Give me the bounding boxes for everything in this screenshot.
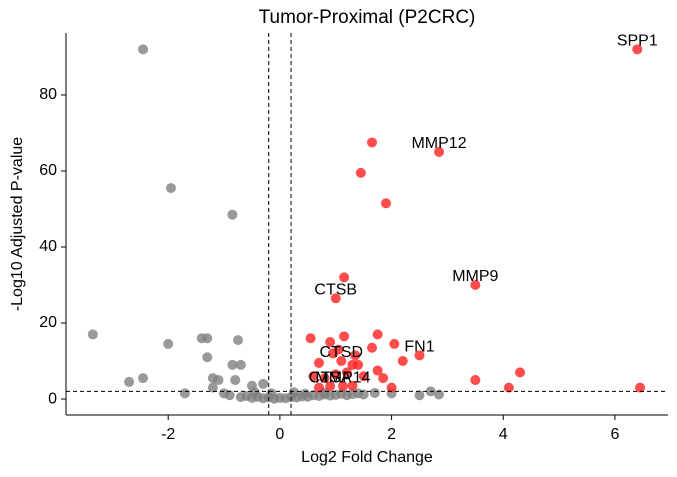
x-tick-label: 0: [275, 426, 284, 443]
point: [325, 337, 336, 348]
point: [355, 167, 366, 178]
point: [163, 338, 174, 349]
point: [380, 198, 391, 209]
point: [313, 382, 324, 393]
y-tick-label: 40: [39, 238, 57, 255]
point: [414, 390, 425, 401]
point: [434, 389, 445, 400]
point: [333, 344, 344, 355]
point: [378, 373, 389, 384]
x-axis-label: Log2 Fold Change: [301, 449, 433, 466]
gene-label: MMP9: [452, 268, 498, 285]
point: [308, 371, 319, 382]
point: [397, 356, 408, 367]
point: [470, 280, 481, 291]
point: [339, 272, 350, 283]
gene-label: FN1: [404, 339, 434, 356]
point: [632, 44, 643, 55]
point: [515, 367, 526, 378]
point: [230, 375, 241, 386]
y-axis-label: -Log10 Adjusted P-value: [9, 137, 26, 311]
point: [124, 376, 135, 387]
point: [202, 352, 213, 363]
point: [227, 209, 238, 220]
point: [347, 359, 358, 370]
point: [367, 342, 378, 353]
point: [305, 333, 316, 344]
point: [347, 380, 358, 391]
x-tick-label: 6: [610, 426, 619, 443]
point: [350, 350, 361, 361]
point: [202, 333, 213, 344]
point: [341, 367, 352, 378]
gene-label: MMP12: [411, 135, 466, 152]
gene-label: CTSD: [320, 344, 364, 361]
point: [470, 375, 481, 386]
point: [138, 373, 149, 384]
point: [336, 356, 347, 367]
point: [207, 382, 218, 393]
point: [313, 357, 324, 368]
point: [249, 387, 260, 398]
point: [300, 388, 311, 399]
gene-label: CTSB: [314, 282, 357, 299]
point: [503, 382, 514, 393]
point: [372, 365, 383, 376]
point: [325, 381, 336, 392]
point: [179, 388, 190, 399]
point: [258, 378, 269, 389]
x-tick-label: 4: [499, 426, 508, 443]
point: [233, 335, 243, 346]
point: [339, 331, 350, 342]
chart-title: Tumor-Proximal (P2CRC): [259, 7, 476, 28]
point: [235, 359, 246, 370]
point: [358, 389, 369, 400]
point: [165, 183, 176, 194]
point: [227, 359, 238, 370]
gene-label: MMP14: [315, 369, 370, 386]
y-tick-label: 80: [39, 86, 57, 103]
point: [288, 387, 299, 398]
point: [266, 388, 277, 399]
point: [386, 382, 397, 393]
point: [358, 371, 369, 382]
y-tick-label: 60: [39, 162, 57, 179]
point: [337, 381, 348, 392]
point: [635, 382, 646, 393]
x-tick-label: 2: [387, 426, 396, 443]
point: [138, 44, 149, 55]
point: [224, 390, 235, 401]
point: [330, 369, 341, 380]
point: [330, 293, 341, 304]
point: [367, 137, 378, 148]
point: [434, 146, 445, 157]
gene-label: SPP1: [617, 33, 658, 50]
point: [372, 329, 383, 340]
x-tick-label: -2: [161, 426, 175, 443]
point: [87, 329, 98, 340]
point: [389, 338, 400, 349]
point: [213, 375, 224, 386]
point: [319, 373, 330, 384]
gene-label: CTSA: [309, 369, 352, 386]
y-tick-label: 20: [39, 314, 57, 331]
y-tick-label: 0: [48, 390, 57, 407]
point: [414, 350, 425, 361]
point: [369, 387, 380, 398]
